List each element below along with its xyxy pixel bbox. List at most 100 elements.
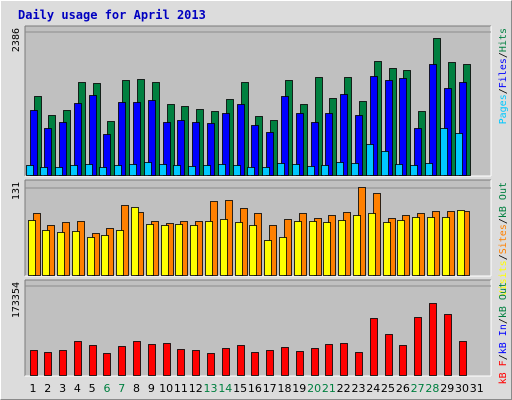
bar-hits-files-day-20 [311, 122, 319, 176]
x-tick-label-day-25: 25 [381, 382, 395, 395]
x-tick-label-day-17: 17 [263, 382, 277, 395]
y-axis-max-label-hits: 2386 [11, 28, 22, 52]
bar-hits-pages-day-25 [381, 151, 389, 176]
bar-hits-pages-day-11 [173, 165, 181, 176]
x-tick-label-day-10: 10 [159, 382, 173, 395]
bar-hits-pages-day-17 [262, 167, 270, 176]
bar-visits-visits-day-9 [146, 224, 154, 276]
y-axis-max-label-visits: 131 [11, 182, 22, 200]
bar-visits-visits-day-2 [42, 230, 50, 276]
x-tick-label-day-7: 7 [118, 382, 125, 395]
bar-hits-files-day-16 [251, 125, 259, 176]
bar-hits-pages-day-21 [321, 165, 329, 176]
x-tick-label-day-2: 2 [44, 382, 51, 395]
bar-hits-pages-day-6 [99, 167, 107, 176]
bar-visits-visits-day-23 [353, 215, 361, 276]
bar-hits-pages-day-10 [159, 164, 167, 176]
legend-entry-visits: Visits [498, 260, 509, 296]
bar-hits-files-day-14 [222, 113, 230, 176]
legend-separator: / [498, 218, 509, 224]
bar-hits-pages-day-18 [277, 163, 285, 176]
bar-hits-pages-day-2 [40, 167, 48, 176]
bar-hits-files-day-19 [296, 113, 304, 176]
bar-hits-pages-day-1 [26, 165, 34, 176]
x-tick-label-day-27: 27 [411, 382, 425, 395]
bar-kbf-kb-f-day-7 [118, 346, 126, 376]
bar-hits-files-day-11 [177, 120, 185, 176]
bar-hits-files-day-6 [103, 134, 111, 176]
bar-kbf-kb-f-day-11 [177, 349, 185, 376]
bar-kbf-kb-f-day-8 [133, 341, 141, 376]
bar-hits-pages-day-16 [247, 167, 255, 176]
bar-hits-pages-day-30 [455, 133, 463, 176]
bar-hits-pages-day-4 [70, 165, 78, 176]
bar-kbf-kb-f-day-29 [444, 314, 452, 376]
bar-kbf-kb-f-day-2 [44, 352, 52, 376]
bar-hits-files-day-10 [163, 122, 171, 176]
bar-hits-pages-day-23 [351, 163, 359, 176]
bar-kbf-kb-f-day-4 [74, 341, 82, 376]
y-axis-max-label-kbf: 173354 [11, 282, 22, 318]
x-tick-label-day-23: 23 [351, 382, 365, 395]
bar-kbf-kb-f-day-28 [429, 303, 437, 376]
legend-entry-kb-out: kB Out [498, 182, 509, 218]
legend-entry-kb-in: kB In [498, 324, 509, 354]
x-tick-label-day-13: 13 [204, 382, 218, 395]
bar-hits-pages-day-26 [395, 164, 403, 176]
bar-visits-visits-day-27 [412, 217, 420, 276]
x-tick-label-day-9: 9 [148, 382, 155, 395]
bar-hits-pages-day-29 [440, 128, 448, 176]
bar-hits-pages-day-9 [144, 162, 152, 176]
bar-kbf-kb-f-day-19 [296, 351, 304, 376]
side-legend-hits: Pages/Files/Hits [498, 28, 509, 124]
bar-kbf-kb-f-day-3 [59, 350, 67, 376]
bar-hits-pages-day-20 [307, 166, 315, 176]
bar-hits-files-day-21 [325, 113, 333, 176]
bar-hits-pages-day-22 [336, 162, 344, 176]
bar-visits-visits-day-15 [235, 222, 243, 276]
legend-separator: / [498, 354, 509, 360]
bar-hits-pages-day-13 [203, 165, 211, 176]
side-legend-kbf: kB F/kB In/kB Out [498, 282, 509, 384]
legend-entry-kb-out: kB Out [498, 282, 509, 318]
x-tick-label-day-26: 26 [396, 382, 410, 395]
bar-visits-visits-day-30 [457, 210, 465, 276]
bar-visits-visits-day-20 [309, 221, 317, 276]
bar-hits-files-day-12 [192, 122, 200, 176]
bar-hits-pages-day-12 [188, 166, 196, 176]
bar-hits-pages-day-28 [425, 163, 433, 176]
chart-title: Daily usage for April 2013 [18, 8, 206, 22]
bar-visits-visits-day-29 [442, 217, 450, 276]
bar-kbf-kb-f-day-26 [399, 345, 407, 376]
bar-kbf-kb-f-day-14 [222, 348, 230, 376]
bar-hits-pages-day-7 [114, 165, 122, 176]
bar-hits-files-day-7 [118, 102, 126, 176]
bar-hits-files-day-17 [266, 132, 274, 176]
bar-hits-files-day-30 [459, 82, 467, 176]
x-tick-label-day-14: 14 [218, 382, 232, 395]
bar-visits-visits-day-19 [294, 221, 302, 276]
bar-visits-visits-day-6 [101, 235, 109, 276]
x-tick-label-day-1: 1 [30, 382, 37, 395]
bar-kbf-kb-f-day-27 [414, 317, 422, 376]
bar-hits-files-day-27 [414, 128, 422, 176]
bar-hits-files-day-15 [237, 104, 245, 176]
bar-visits-visits-day-16 [249, 225, 257, 276]
bar-hits-files-day-5 [89, 95, 97, 176]
x-tick-label-day-6: 6 [103, 382, 110, 395]
legend-entry-files: Files [498, 58, 509, 88]
bar-kbf-kb-f-day-1 [30, 350, 38, 376]
bar-visits-visits-day-11 [175, 224, 183, 276]
bar-visits-visits-day-25 [383, 222, 391, 276]
x-tick-label-day-15: 15 [233, 382, 247, 395]
x-tick-label-day-11: 11 [174, 382, 188, 395]
bar-hits-files-day-24 [370, 76, 378, 176]
bar-kbf-kb-f-day-6 [103, 353, 111, 376]
x-tick-label-day-29: 29 [440, 382, 454, 395]
bar-kbf-kb-f-day-9 [148, 344, 156, 376]
bar-visits-visits-day-5 [87, 237, 95, 276]
x-tick-label-day-22: 22 [337, 382, 351, 395]
bar-visits-visits-day-1 [28, 220, 36, 276]
bar-hits-pages-day-3 [55, 167, 63, 176]
